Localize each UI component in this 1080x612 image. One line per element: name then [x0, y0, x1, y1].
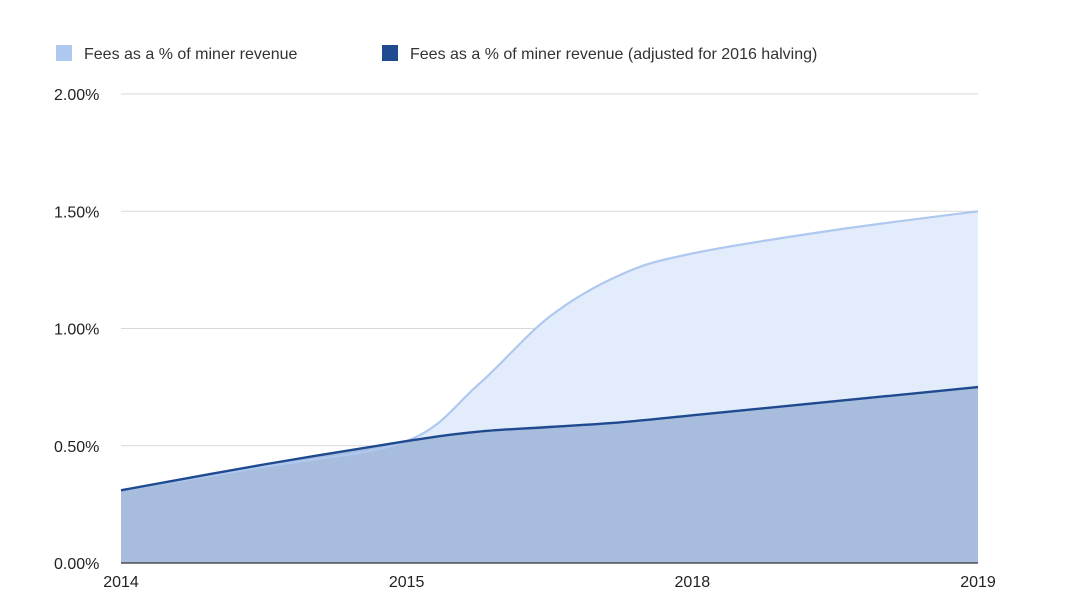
series-area-1 [121, 387, 978, 563]
legend-swatch-fees-adjusted [382, 45, 398, 61]
line-layer [120, 210, 979, 492]
y-tick-label: 0.00% [54, 556, 99, 573]
legend-label-fees: Fees as a % of miner revenue [84, 46, 298, 63]
x-tick-label: 2019 [960, 574, 996, 591]
axis-layer: 0.00% 0.50% 1.00% 1.50% 2.00% 2014 2015 2018 201… [54, 87, 996, 591]
x-tick-label: 2018 [675, 574, 711, 591]
series-line-1 [120, 385, 979, 492]
y-tick-label: 1.00% [54, 322, 99, 339]
legend-swatch-fees [56, 45, 72, 61]
x-tick-label: 2015 [389, 574, 425, 591]
y-tick-label: 2.00% [54, 87, 99, 104]
legend-label-fees-adjusted: Fees as a % of miner revenue (adjusted f… [410, 46, 817, 63]
legend: Fees as a % of miner revenue Fees as a %… [56, 45, 817, 63]
y-tick-label: 1.50% [54, 204, 99, 221]
series-line-0 [120, 210, 979, 492]
area-layer [121, 211, 978, 564]
y-tick-label: 0.50% [54, 439, 99, 456]
x-tick-label: 2014 [103, 574, 139, 591]
